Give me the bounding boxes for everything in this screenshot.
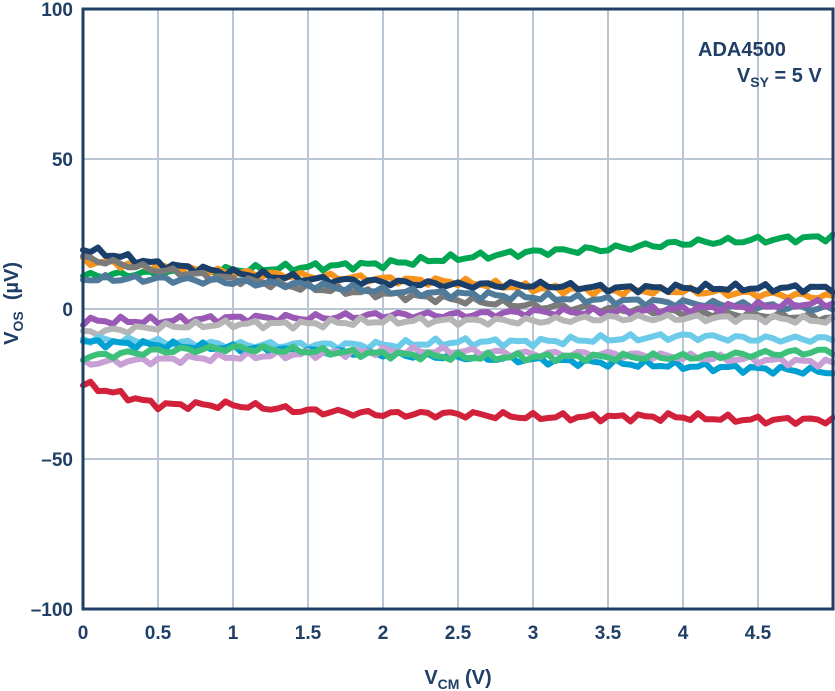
series-line-unit-7 xyxy=(80,311,835,339)
x-axis-label-sub: CM xyxy=(438,676,460,691)
series-line-unit-11 xyxy=(80,343,835,365)
x-tick-label: 3 xyxy=(528,623,539,644)
x-tick-label: 1.5 xyxy=(295,623,322,644)
x-tick-label: 2 xyxy=(378,623,389,644)
y-tick-label: –50 xyxy=(41,450,73,471)
y-axis-label-main: V xyxy=(1,331,23,345)
series-line-unit-6 xyxy=(80,296,835,329)
x-tick-labels: 0 0.5 1 1.5 2 2.5 3 3.5 4 4.5 xyxy=(78,623,772,644)
annotation-line-1: ADA4500 xyxy=(698,39,786,61)
annotation-line-2: VSY = 5 V xyxy=(698,65,835,90)
annotation-vsy-sub: SY xyxy=(750,74,769,90)
x-axis-label: VCM (V) xyxy=(424,667,491,691)
annotation-vsy-rest: = 5 V xyxy=(769,65,822,87)
series-layer xyxy=(80,231,835,427)
y-tick-label: 100 xyxy=(41,0,73,21)
y-tick-labels: 100 50 0 –50 –100 xyxy=(31,0,73,621)
x-tick-label: 4 xyxy=(678,623,689,644)
x-tick-label: 3.5 xyxy=(595,623,622,644)
series-line-unit-12 xyxy=(80,378,835,427)
x-tick-label: 4.5 xyxy=(745,623,772,644)
x-tick-label: 2.5 xyxy=(445,623,472,644)
x-tick-label: 1 xyxy=(228,623,239,644)
y-tick-label: –100 xyxy=(31,600,73,621)
x-axis-label-unit: (V) xyxy=(459,667,491,689)
x-axis-label-main: V xyxy=(424,667,438,689)
x-tick-label: 0 xyxy=(78,623,89,644)
y-tick-label: 0 xyxy=(62,300,73,321)
plot-frame xyxy=(81,7,835,611)
y-axis-label-sub: OS xyxy=(10,311,26,331)
y-axis-label-unit: (µV) xyxy=(1,262,23,311)
y-axis-label: VOS (µV) xyxy=(1,245,26,372)
y-tick-label: 50 xyxy=(52,150,73,171)
series-line-unit-3 xyxy=(80,244,835,296)
device-annotation: ADA4500 VSY = 5 V xyxy=(698,39,835,90)
annotation-vsy-main: V xyxy=(737,65,751,87)
x-tick-label: 0.5 xyxy=(145,623,172,644)
